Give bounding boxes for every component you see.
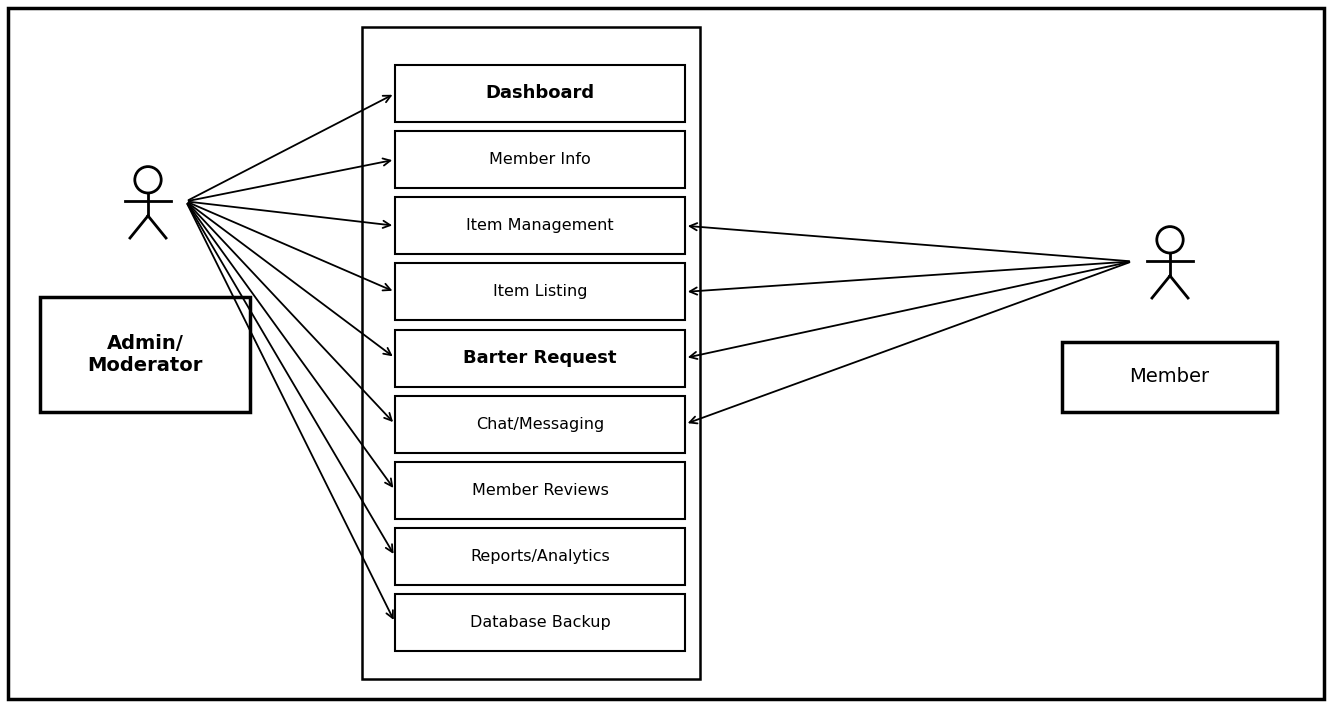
Bar: [396, 462, 685, 519]
Bar: [396, 329, 685, 387]
Bar: [396, 528, 685, 585]
Text: Member Reviews: Member Reviews: [472, 483, 609, 498]
Bar: [396, 65, 685, 122]
Bar: [396, 197, 685, 255]
Text: Item Listing: Item Listing: [493, 284, 587, 299]
Text: Item Management: Item Management: [466, 218, 614, 233]
Bar: [396, 131, 685, 188]
Text: Admin/
Moderator: Admin/ Moderator: [88, 334, 202, 375]
Text: Member Info: Member Info: [489, 152, 591, 167]
Bar: [396, 594, 685, 651]
Bar: [396, 264, 685, 320]
Text: Reports/Analytics: Reports/Analytics: [470, 549, 610, 564]
Text: Database Backup: Database Backup: [470, 615, 610, 630]
Text: Chat/Messaging: Chat/Messaging: [476, 416, 605, 432]
Bar: [396, 396, 685, 452]
Bar: [40, 297, 250, 412]
Text: Dashboard: Dashboard: [485, 85, 594, 103]
Text: Barter Request: Barter Request: [464, 349, 617, 367]
Bar: [362, 27, 701, 679]
Bar: [1062, 342, 1277, 412]
Text: Member: Member: [1130, 368, 1209, 387]
